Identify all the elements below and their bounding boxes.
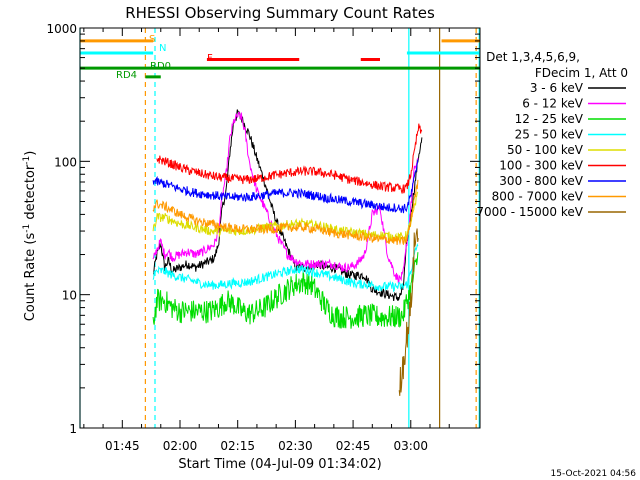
series-line-5 <box>156 123 423 194</box>
legend-label-5: 100 - 300 keV <box>499 159 583 173</box>
series-line-3 <box>152 243 419 293</box>
y-label-end: ) <box>23 151 38 156</box>
state-label-n: N <box>159 43 166 54</box>
legend-label-8: 7000 - 15000 keV <box>476 205 583 219</box>
x-tick-label-0: 01:45 <box>105 439 140 453</box>
attenuator-bars: SN F RD0 RD4 <box>80 34 480 81</box>
legend-header-line-2: FDecim 1, Att 0 <box>535 66 628 80</box>
footer-timestamp: 15-Oct-2021 04:56 <box>551 469 637 479</box>
x-axis-label: Start Time (04-Jul-09 01:34:02) <box>178 457 381 472</box>
legend-label-0: 3 - 6 keV <box>530 81 584 95</box>
x-tick-label-2: 02:15 <box>220 439 255 453</box>
legend-label-2: 12 - 25 keV <box>515 112 584 126</box>
x-tick-label-1: 02:00 <box>163 439 198 453</box>
y-label-sup-2: -1 <box>22 156 32 165</box>
axes: 01:45 02:00 02:15 02:30 02:45 03:00 1 10 100 1000 <box>46 22 481 453</box>
chart-title: RHESSI Observing Summary Count Rates <box>125 4 435 22</box>
plot-frame <box>79 27 481 429</box>
x-tick-label-5: 03:00 <box>393 439 428 453</box>
state-label-f: F <box>207 53 213 64</box>
series-line-2 <box>152 252 419 329</box>
legend-label-6: 300 - 800 keV <box>499 174 583 188</box>
y-axis-label: Count Rate (s-1 detector-1) <box>22 151 38 322</box>
legend-label-4: 50 - 100 keV <box>507 143 584 157</box>
series-line-6 <box>152 159 419 214</box>
series-line-7 <box>152 179 419 246</box>
series-line-1 <box>152 111 419 285</box>
state-label-rd0: RD0 <box>150 61 171 72</box>
series-line-0 <box>152 109 423 302</box>
x-tick-label-4: 02:45 <box>336 439 371 453</box>
state-label-s: S <box>149 34 155 45</box>
y-tick-label-2: 100 <box>54 155 77 169</box>
series-line-8 <box>398 228 419 396</box>
y-label-sup-1: -1 <box>22 224 32 233</box>
state-label-rd4: RD4 <box>116 70 137 81</box>
legend-label-3: 25 - 50 keV <box>515 128 584 142</box>
y-tick-label-1: 10 <box>62 289 77 303</box>
legend-header-line-1: Det 1,3,4,5,6,9, <box>486 50 580 64</box>
x-tick-label-3: 02:30 <box>278 439 313 453</box>
y-label-mid: detector <box>23 164 38 224</box>
plot-data <box>79 28 480 428</box>
y-tick-label-3: 1000 <box>46 22 77 36</box>
y-label-main: Count Rate (s <box>23 233 38 322</box>
y-tick-label-0: 1 <box>69 422 77 436</box>
legend-label-1: 6 - 12 keV <box>522 97 584 111</box>
legend-label-7: 800 - 7000 keV <box>492 190 584 204</box>
